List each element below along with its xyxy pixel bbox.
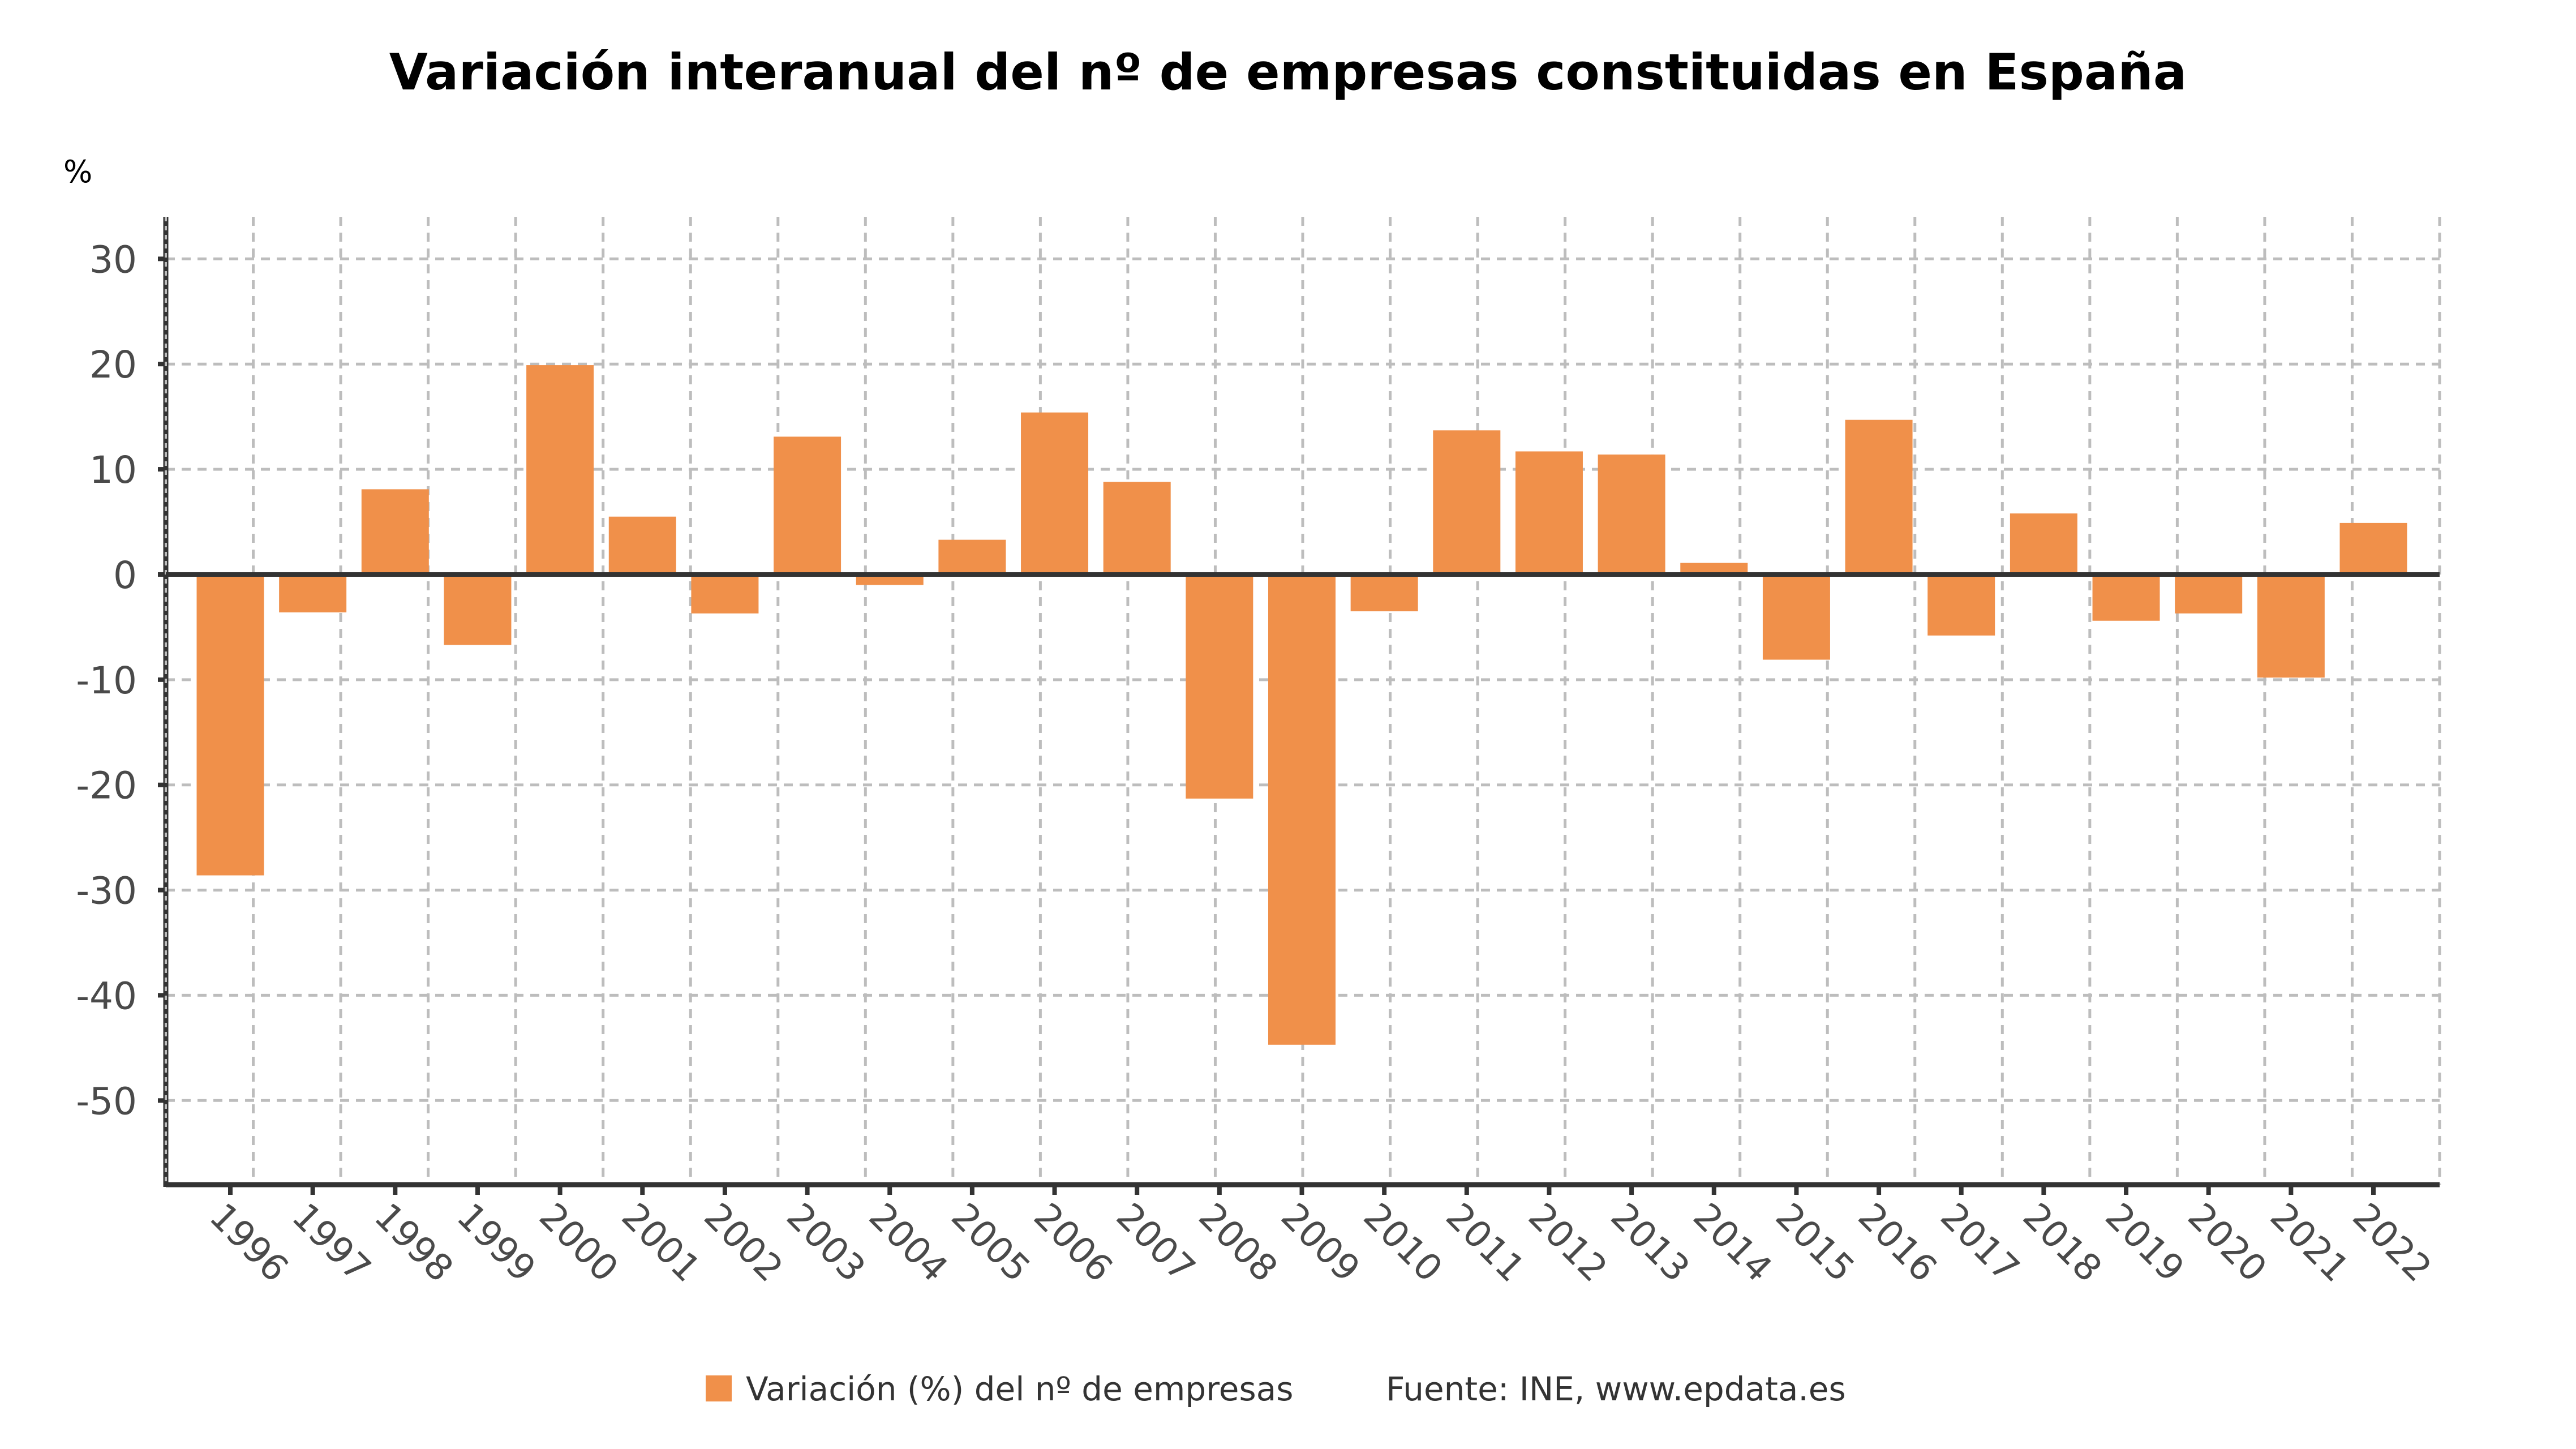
source-label: Fuente: INE, www.epdata.es [1386, 1370, 1846, 1408]
y-tick-label: 20 [89, 343, 137, 387]
x-tick-label: 2014 [1685, 1195, 1779, 1290]
x-tick-label: 2009 [1273, 1195, 1367, 1290]
bar-2017 [1927, 574, 1995, 636]
axes [158, 217, 2440, 1195]
x-tick-label: 2013 [1603, 1195, 1697, 1290]
bar-2008 [1186, 574, 1253, 799]
bar-2011 [1433, 430, 1501, 575]
bar-2015 [1762, 574, 1830, 660]
x-tick-label: 2020 [2179, 1195, 2274, 1290]
y-tick-label: -50 [76, 1079, 137, 1123]
y-tick-label: -40 [76, 974, 137, 1018]
x-tick-label: 2006 [1025, 1195, 1120, 1290]
y-tick-label: 10 [89, 448, 137, 492]
gridlines [166, 217, 2441, 1185]
bar-2003 [774, 436, 842, 575]
bar-2010 [1350, 574, 1418, 612]
bar-2005 [938, 539, 1006, 575]
bar-2012 [1515, 451, 1583, 575]
x-tick-label: 2016 [1850, 1195, 1944, 1290]
bar-2000 [526, 365, 594, 575]
x-tick-label: 1997 [284, 1195, 378, 1290]
y-tick-label: -20 [76, 764, 137, 808]
bar-2019 [2092, 574, 2160, 621]
bar-1999 [444, 574, 512, 645]
bar-2001 [608, 516, 676, 575]
chart-title: Variación interanual del nº de empresas … [389, 43, 2187, 101]
y-tick-label: 0 [113, 554, 137, 597]
bar-2018 [2010, 513, 2077, 575]
x-tick-label: 2021 [2262, 1195, 2356, 1290]
bar-1996 [196, 574, 264, 876]
x-tick-label: 2002 [696, 1195, 791, 1290]
bar-1997 [279, 574, 347, 612]
legend: Variación (%) del nº de empresas Fuente:… [706, 1370, 1846, 1408]
y-tick-label: -10 [76, 659, 137, 702]
bar-2004 [856, 574, 924, 585]
y-tick-label: 30 [89, 238, 137, 281]
bar-2022 [2339, 522, 2407, 575]
legend-swatch [706, 1375, 732, 1401]
bar-2009 [1268, 574, 1336, 1045]
bar-2016 [1845, 419, 1913, 575]
x-tick-label: 2001 [613, 1195, 708, 1290]
x-tick-label: 2017 [1932, 1195, 2027, 1290]
y-tick-labels: 30 20 10 0 -10 -20 -30 -40 -50 [76, 238, 137, 1123]
x-tick-label: 2008 [1191, 1195, 1285, 1290]
x-tick-label: 1996 [201, 1195, 296, 1290]
x-tick-label: 1998 [366, 1195, 461, 1290]
y-axis-unit-label: % [63, 154, 92, 190]
bar-2020 [2175, 574, 2243, 614]
bar-2006 [1021, 412, 1089, 575]
bar-2013 [1598, 455, 1665, 575]
bar-2014 [1680, 563, 1748, 575]
x-tick-labels: 1996199719981999200020012002200320042005… [201, 1195, 2439, 1290]
x-tick-label: 2011 [1437, 1195, 1532, 1290]
x-tick-label: 2010 [1355, 1195, 1450, 1290]
bar-2021 [2257, 574, 2325, 678]
legend-label: Variación (%) del nº de empresas [746, 1370, 1293, 1408]
x-tick-label: 2022 [2345, 1195, 2439, 1290]
bar-2007 [1103, 482, 1171, 575]
bar-2002 [691, 574, 759, 614]
bar-1998 [361, 489, 429, 575]
x-tick-label: 2005 [943, 1195, 1038, 1290]
bars [196, 365, 2407, 1045]
x-tick-label: 2012 [1520, 1195, 1615, 1290]
x-tick-label: 2019 [2097, 1195, 2192, 1290]
x-tick-label: 2007 [1108, 1195, 1203, 1290]
x-tick-label: 2004 [861, 1195, 955, 1290]
x-tick-label: 2018 [2015, 1195, 2109, 1290]
x-tick-label: 1999 [449, 1195, 543, 1290]
x-tick-label: 2015 [1767, 1195, 1862, 1290]
x-tick-label: 2000 [531, 1195, 625, 1290]
y-tick-label: -30 [76, 869, 137, 913]
x-tick-label: 2003 [778, 1195, 873, 1290]
